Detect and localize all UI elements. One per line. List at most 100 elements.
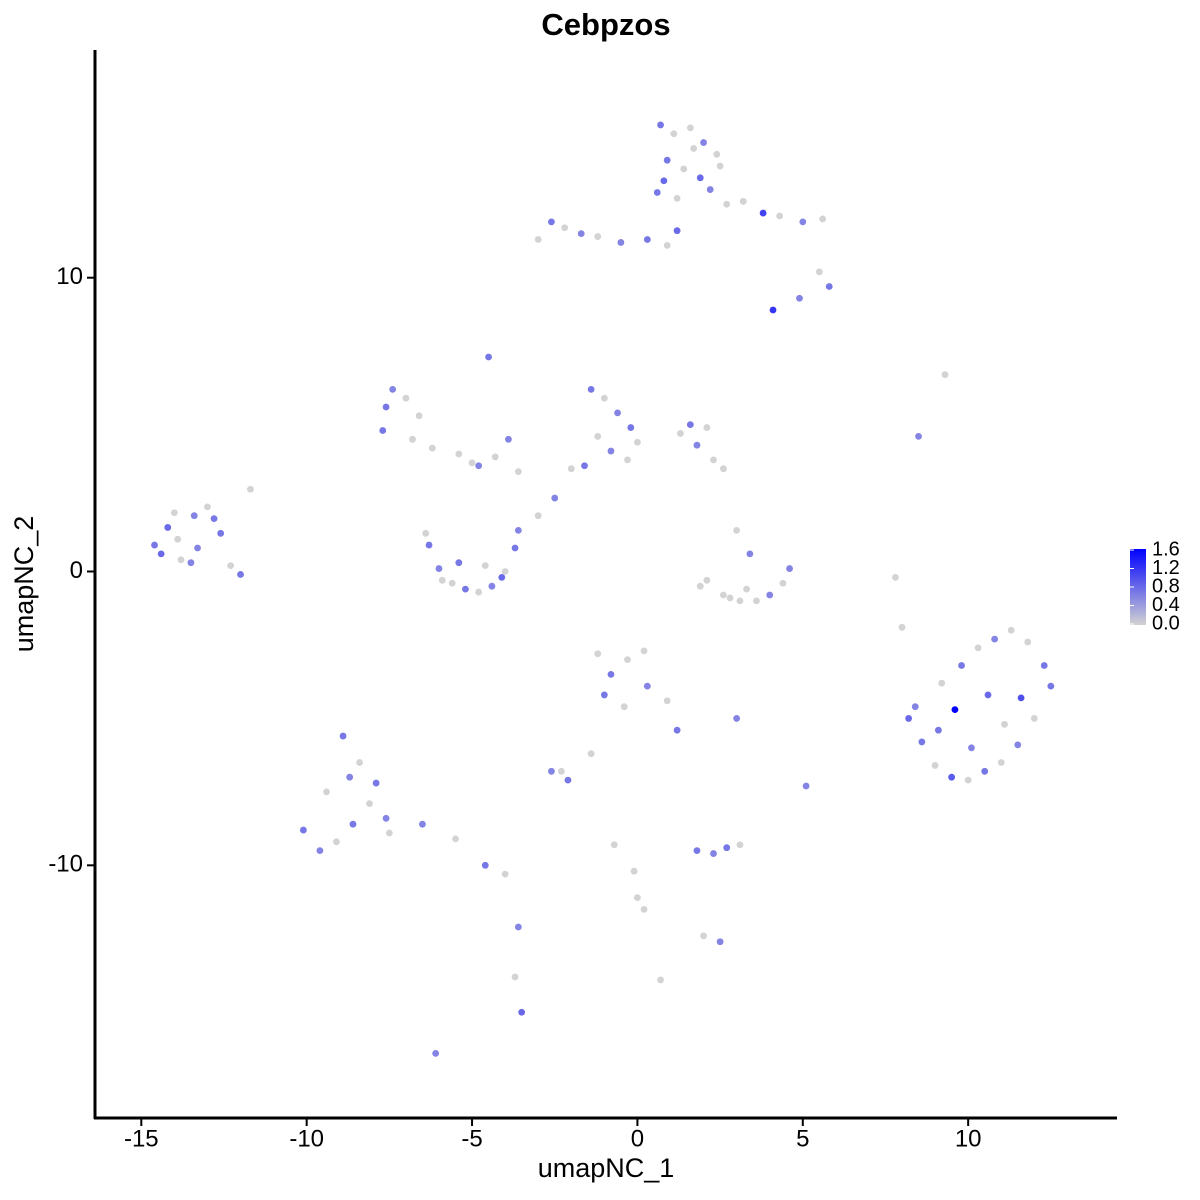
cell-point <box>892 573 899 581</box>
cell-point <box>640 647 648 655</box>
cell-point <box>663 697 671 705</box>
cell-point <box>501 568 509 575</box>
cell-point <box>630 867 638 875</box>
cell-point <box>753 597 760 605</box>
cell-point <box>716 162 724 170</box>
cell-point <box>501 870 509 878</box>
cell-point <box>934 726 942 734</box>
cell-point <box>349 820 357 828</box>
cell-point <box>1014 741 1022 749</box>
cell-point <box>498 573 506 581</box>
cell-point <box>713 150 721 158</box>
cell-point <box>333 838 340 846</box>
cell-point <box>455 450 463 458</box>
cell-point <box>776 212 784 220</box>
cell-point <box>587 385 595 393</box>
x-tick-label: -10 <box>289 1125 324 1152</box>
cell-point <box>594 650 602 658</box>
cell-point <box>825 283 833 290</box>
cell-point <box>379 427 387 434</box>
cell-point <box>564 776 572 784</box>
cell-point <box>997 759 1005 766</box>
cell-point <box>382 814 390 822</box>
cell-point <box>594 233 602 240</box>
cell-point <box>733 715 741 722</box>
cell-point <box>905 715 913 722</box>
cell-point <box>938 679 946 687</box>
cell-point <box>663 241 671 249</box>
cell-point <box>164 524 172 531</box>
cell-point <box>643 682 651 690</box>
cell-point <box>686 421 694 429</box>
cell-point <box>485 353 492 361</box>
cell-point <box>657 976 664 984</box>
cell-point <box>587 750 595 758</box>
cell-point <box>505 435 512 443</box>
cell-point <box>316 847 324 855</box>
cell-point <box>577 230 585 238</box>
cell-point <box>1047 682 1055 690</box>
cell-point <box>438 576 446 584</box>
cell-point <box>624 656 631 664</box>
cell-point <box>660 177 668 185</box>
cell-point <box>915 432 922 440</box>
cell-point <box>779 579 787 587</box>
cell-point <box>481 562 489 570</box>
cell-point <box>475 588 483 596</box>
cell-point <box>723 844 731 852</box>
cell-point <box>217 529 225 537</box>
cell-point <box>382 403 390 411</box>
cell-point <box>759 209 767 217</box>
cell-point <box>673 227 681 235</box>
cell-point <box>481 861 489 869</box>
cell-point <box>739 197 747 205</box>
y-tick-label: 0 <box>70 557 83 584</box>
cell-point <box>518 1008 526 1016</box>
cell-point <box>693 847 701 855</box>
cell-point <box>693 441 701 449</box>
colorbar-tick-label: 1.2 <box>1152 557 1180 579</box>
cell-point <box>366 800 373 808</box>
cell-point <box>673 726 681 734</box>
cell-point <box>422 529 430 537</box>
cell-point <box>911 703 919 711</box>
cell-point <box>187 559 195 567</box>
cell-point <box>432 1049 440 1057</box>
cell-point <box>657 121 664 129</box>
cell-point <box>194 544 201 552</box>
cell-point <box>372 779 380 787</box>
cell-point <box>819 215 827 223</box>
cell-point <box>799 218 807 226</box>
cell-point <box>323 788 330 796</box>
y-tick-label: 10 <box>56 263 83 290</box>
cell-point <box>968 744 975 752</box>
cell-point <box>600 394 608 402</box>
cell-point <box>634 438 641 446</box>
cell-point <box>951 706 959 714</box>
cell-point <box>640 905 648 913</box>
cell-point <box>475 462 483 470</box>
cell-point <box>511 544 519 552</box>
cell-point <box>511 973 519 981</box>
cell-point <box>177 556 185 564</box>
cell-point <box>210 515 218 523</box>
cell-point <box>680 165 688 173</box>
cell-point <box>710 456 717 464</box>
cell-point <box>690 145 698 152</box>
cell-point <box>548 767 555 775</box>
cell-point <box>898 623 906 631</box>
cell-point <box>716 938 724 946</box>
cell-point <box>786 565 793 572</box>
cell-point <box>435 565 443 572</box>
cell-point <box>610 841 618 849</box>
cell-point <box>643 236 651 243</box>
cell-point <box>174 535 182 543</box>
cell-point <box>1001 720 1008 728</box>
cell-point <box>984 691 992 699</box>
x-tick-label: -15 <box>124 1125 159 1152</box>
cell-point <box>802 782 810 790</box>
cell-point <box>561 224 569 232</box>
cell-point <box>703 424 711 431</box>
cell-point <box>157 550 165 558</box>
y-tick-label: -10 <box>48 851 83 878</box>
